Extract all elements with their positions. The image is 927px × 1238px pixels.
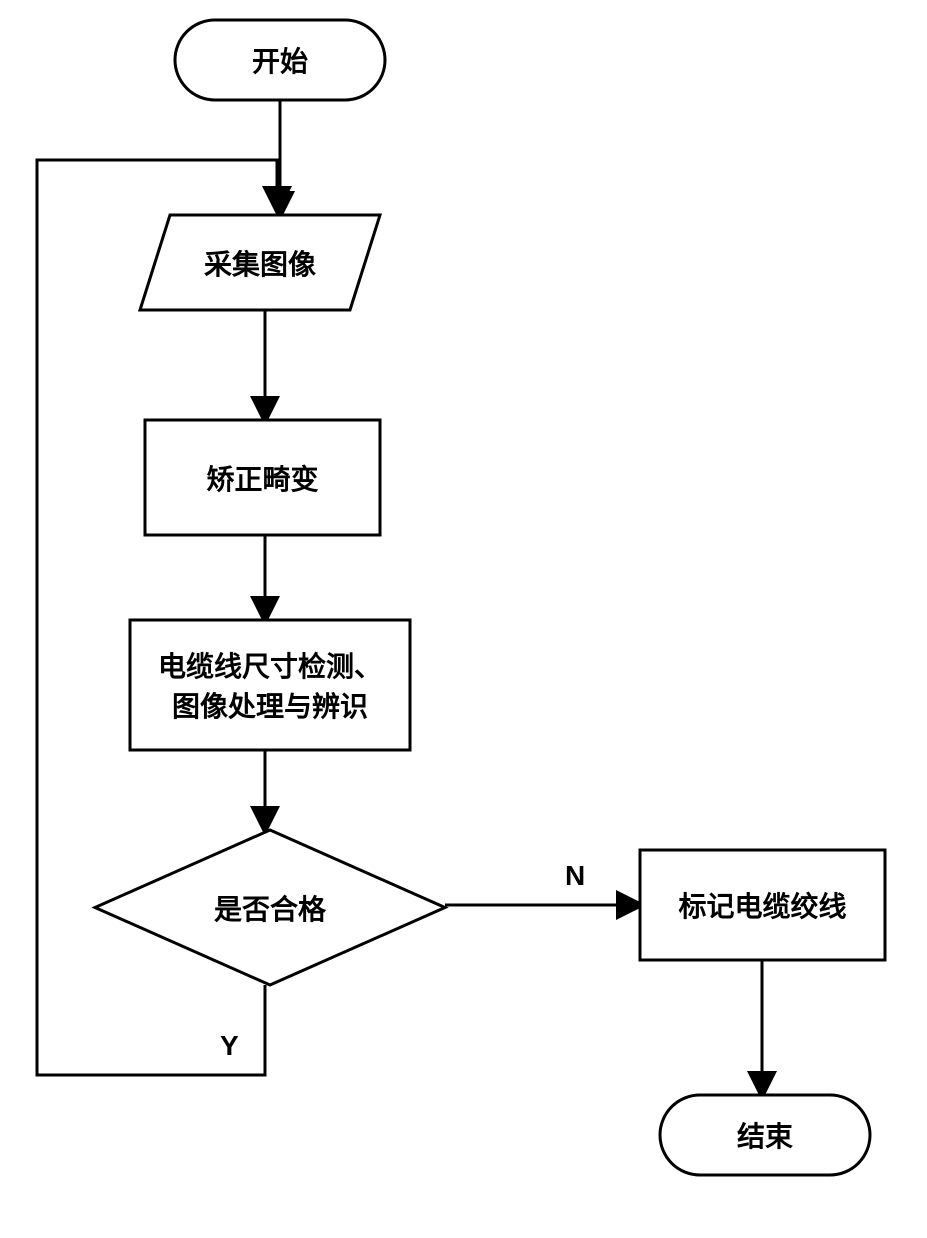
node-label-detect: 电缆线尺寸检测、 图像处理与辨识 <box>130 620 410 750</box>
edge-label-N: N <box>565 860 585 892</box>
node-label-end: 结束 <box>660 1095 870 1175</box>
flowchart-svg <box>0 0 927 1238</box>
node-label-collect: 采集图像 <box>140 215 380 310</box>
node-label-correct: 矫正畸变 <box>145 420 380 535</box>
node-label-start: 开始 <box>175 20 385 100</box>
node-label-decision: 是否合格 <box>95 830 445 985</box>
edge-label-Y: Y <box>220 1030 239 1062</box>
node-label-mark: 标记电缆绞线 <box>640 850 885 960</box>
